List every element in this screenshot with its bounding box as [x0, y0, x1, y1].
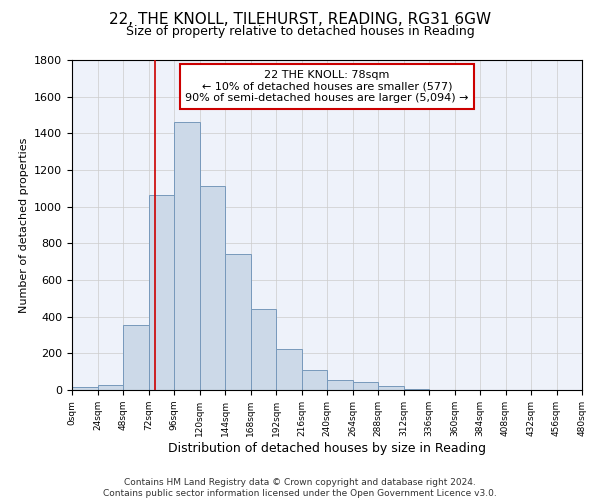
Bar: [149, 194, 174, 390]
Text: Size of property relative to detached houses in Reading: Size of property relative to detached ho…: [125, 25, 475, 38]
Bar: [302, 370, 327, 390]
Bar: [404, 389, 429, 390]
Bar: [97, 384, 123, 390]
Y-axis label: Number of detached properties: Number of detached properties: [19, 138, 29, 312]
Bar: [199, 186, 225, 390]
Bar: [378, 386, 404, 390]
Bar: [251, 310, 276, 390]
Bar: [225, 254, 251, 390]
Bar: [123, 325, 149, 390]
X-axis label: Distribution of detached houses by size in Reading: Distribution of detached houses by size …: [168, 442, 486, 454]
Bar: [327, 380, 353, 390]
Bar: [353, 382, 378, 390]
Bar: [174, 122, 199, 390]
Bar: [72, 387, 97, 390]
Bar: [276, 349, 302, 390]
Text: 22 THE KNOLL: 78sqm
← 10% of detached houses are smaller (577)
90% of semi-detac: 22 THE KNOLL: 78sqm ← 10% of detached ho…: [185, 70, 469, 103]
Text: 22, THE KNOLL, TILEHURST, READING, RG31 6GW: 22, THE KNOLL, TILEHURST, READING, RG31 …: [109, 12, 491, 28]
Text: Contains HM Land Registry data © Crown copyright and database right 2024.
Contai: Contains HM Land Registry data © Crown c…: [103, 478, 497, 498]
